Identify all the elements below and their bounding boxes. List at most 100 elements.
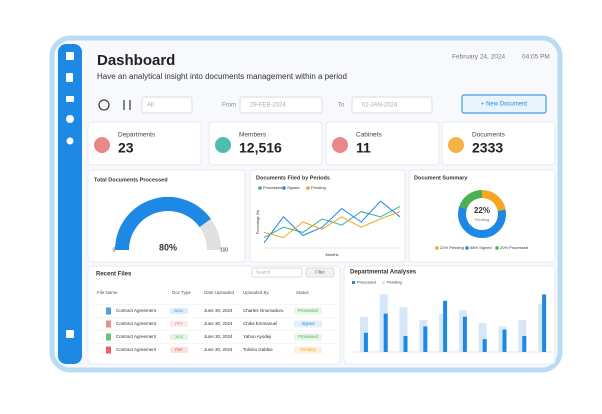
- file-name: Contract Agreement: [116, 347, 157, 352]
- uploaded-by: Chika Emmanuel: [243, 321, 277, 326]
- stat-label: Departments: [118, 132, 156, 139]
- column-header: Date Uploaded: [204, 290, 235, 295]
- stat-icon: [94, 137, 110, 153]
- from-input[interactable]: [239, 96, 323, 114]
- legend-label: Pending: [311, 185, 326, 190]
- file-name: Contract Agreement: [116, 308, 157, 313]
- uploaded-by: Tolvinu Gabbie: [243, 347, 273, 352]
- column-header: Doc Type: [172, 290, 191, 295]
- stat-label: Members: [239, 132, 267, 139]
- file-name: Contract Agreement: [116, 321, 157, 326]
- bar: [502, 329, 507, 352]
- date-uploaded: June 30, 2024: [204, 321, 233, 326]
- stat-label: Documents: [472, 132, 506, 139]
- filter-label: Filter: [315, 270, 326, 275]
- doc-type: PPT: [175, 321, 183, 326]
- donut-segment: [458, 190, 506, 238]
- card: [87, 121, 202, 166]
- donut-segment: [458, 190, 506, 238]
- page-title: Dashboard: [97, 52, 175, 69]
- settings-icon[interactable]: [66, 115, 74, 123]
- file-icon: [106, 333, 111, 341]
- legend-swatch: [282, 186, 286, 190]
- legend-label: Processed: [263, 185, 282, 190]
- donut-center: 22%: [474, 206, 490, 215]
- chart-icon[interactable]: [66, 96, 74, 102]
- select-box[interactable]: [141, 96, 193, 114]
- legend-label: 58% Signed: [470, 245, 492, 250]
- doc-type: DOC: [175, 308, 184, 313]
- filter-button[interactable]: [305, 267, 335, 278]
- stat-label: Cabinets: [356, 132, 382, 139]
- line-series: [263, 205, 401, 239]
- time: 04:05 PM: [522, 54, 550, 61]
- select-value: All: [147, 103, 154, 109]
- bar: [522, 336, 527, 352]
- type-badge: [170, 347, 188, 353]
- sidebar-icons: [66, 52, 74, 338]
- new-document-label: + New Document: [481, 102, 528, 108]
- file-name: Contract Agreement: [116, 334, 157, 339]
- status-badge: [294, 320, 322, 328]
- uploaded-by: Yahoo Ayodeji: [243, 334, 271, 339]
- column-header: Uploaded By: [243, 290, 270, 295]
- status: Pending: [300, 347, 316, 352]
- logout-icon[interactable]: [66, 330, 74, 338]
- status: Processed: [298, 334, 318, 339]
- menu-icon[interactable]: [66, 52, 74, 60]
- legend-label: Processed: [357, 280, 376, 285]
- stat-value: 23: [118, 140, 134, 156]
- bar: [542, 294, 547, 352]
- bar: [482, 339, 487, 352]
- docs-icon[interactable]: [66, 73, 73, 82]
- status-badge: [294, 346, 322, 354]
- gauge-arc: [115, 197, 211, 251]
- legend-swatch: [465, 246, 469, 250]
- legend-label: Pending: [387, 280, 402, 285]
- bar: [443, 300, 448, 352]
- stat-icon: [448, 137, 464, 153]
- card: [208, 121, 323, 166]
- stat-icon: [332, 137, 348, 153]
- refresh-icon[interactable]: [98, 99, 110, 111]
- column-header: File Name: [97, 290, 118, 295]
- stat-value: 11: [356, 140, 371, 156]
- search-box[interactable]: [251, 267, 303, 278]
- bar: [403, 336, 408, 352]
- legend-label: 22% Pending: [440, 245, 464, 250]
- line-series: [263, 211, 401, 239]
- to-input[interactable]: [351, 96, 433, 114]
- gauge-max: 100: [220, 247, 229, 253]
- y-axis-label: Percentage (%): [256, 210, 260, 234]
- stat-value: 2333: [472, 140, 503, 156]
- status-badge: [294, 333, 322, 341]
- sidebar: [58, 44, 82, 364]
- file-icon: [106, 320, 111, 328]
- new-document-button[interactable]: [461, 94, 547, 114]
- help-icon[interactable]: [66, 137, 74, 145]
- card-title: Departmental Analyses: [350, 270, 417, 276]
- legend-label: Signed: [287, 185, 299, 190]
- date-uploaded: June 30, 2024: [204, 334, 233, 339]
- to-label: To: [338, 103, 345, 109]
- stat-icon: [215, 137, 231, 153]
- card-title: Total Documents Processed: [94, 177, 168, 183]
- card: [408, 169, 556, 263]
- bar: [399, 307, 408, 352]
- legend-swatch: [306, 186, 310, 190]
- gauge-min: 0: [113, 247, 116, 253]
- sort-icon[interactable]: [123, 100, 131, 110]
- type-badge: [170, 334, 188, 340]
- legend-swatch: [495, 246, 499, 250]
- x-axis-label: Months: [325, 252, 338, 257]
- legend-swatch: [258, 186, 262, 190]
- card-title: Recent Files: [96, 272, 132, 278]
- from-label: From: [222, 103, 236, 109]
- legend-swatch: [352, 281, 355, 284]
- legend-label: 20% Processed: [500, 245, 528, 250]
- file-icon: [106, 346, 111, 354]
- file-icon: [106, 307, 111, 315]
- gauge-value: 80%: [159, 242, 177, 252]
